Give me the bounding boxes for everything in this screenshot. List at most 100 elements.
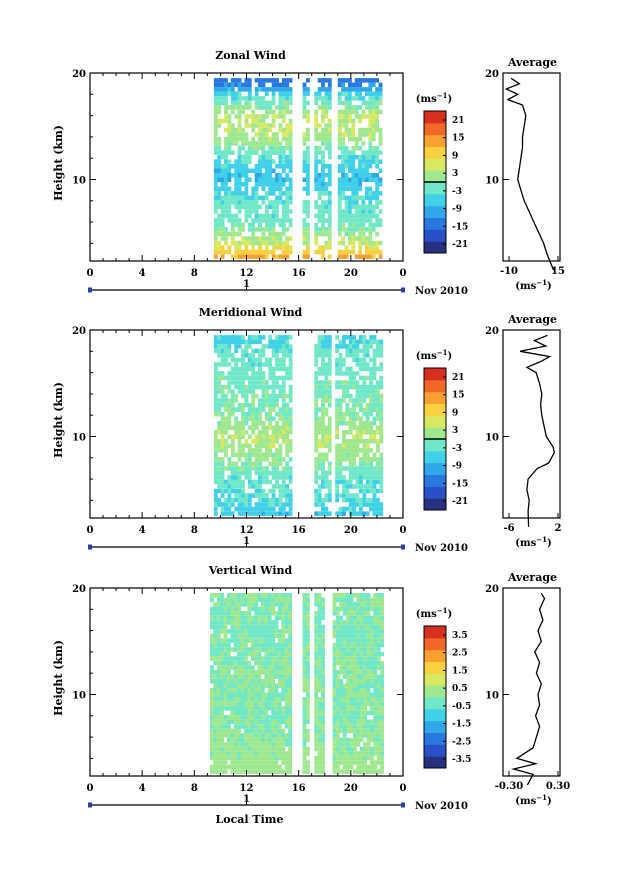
meridional-cell: [285, 466, 290, 471]
meridional-cell: [268, 497, 273, 503]
zonal-cell: [247, 150, 252, 155]
meridional-cell: [335, 484, 339, 489]
vertical-cell: [306, 642, 310, 648]
vertical-cell: [223, 715, 228, 720]
meridional-cell: [376, 430, 380, 435]
meridional-cell: [224, 511, 228, 516]
vertical-cell: [230, 733, 235, 738]
vertical-cell: [216, 660, 221, 666]
meridional-cell: [359, 430, 363, 435]
vertical-cell: [370, 769, 374, 774]
zonal-cell: [351, 249, 356, 255]
meridional-cell: [241, 506, 245, 512]
zonal-cell: [321, 222, 325, 228]
vertical-cell: [216, 764, 221, 770]
vertical-cell: [317, 742, 322, 747]
vertical-cell: [380, 679, 384, 684]
meridional-cell: [224, 407, 228, 412]
vertical-cell: [366, 688, 371, 693]
vertical-cell: [302, 733, 307, 738]
meridional-cell: [314, 470, 319, 476]
vertical-cell: [373, 683, 378, 688]
meridional-cell: [261, 466, 266, 471]
meridional-cell: [365, 466, 370, 471]
vertical-cell: [284, 719, 289, 725]
meridional-cell: [348, 466, 353, 471]
zonal-cell: [306, 173, 310, 178]
meridional-cell: [362, 380, 367, 385]
vertical-cell: [271, 660, 275, 666]
meridional-cell: [288, 362, 293, 367]
zonal-cell: [348, 195, 352, 201]
meridional-cell: [234, 484, 239, 489]
vertical-cell: [244, 638, 248, 643]
meridional-cell: [237, 497, 242, 503]
zonal-cell: [288, 222, 293, 228]
meridional-cell: [365, 511, 370, 516]
meridional-cell: [281, 339, 286, 345]
vertical-cell: [359, 593, 364, 598]
meridional-cell: [264, 511, 269, 516]
zonal-cell: [220, 100, 225, 106]
vertical-cell: [363, 728, 367, 734]
meridional-cell: [372, 434, 377, 439]
zonal-cell: [220, 245, 225, 250]
vertical-cell: [240, 737, 245, 743]
meridional-cell: [213, 430, 218, 435]
zonal-cell: [224, 213, 228, 219]
meridional-cell: [234, 434, 239, 439]
zonal-cell: [234, 114, 239, 119]
vertical-cell: [278, 674, 282, 679]
zonal-cell: [302, 200, 307, 205]
meridional-cell: [244, 452, 249, 458]
meridional-cell: [355, 348, 360, 354]
vertical-cell: [244, 624, 248, 630]
zonal-cell: [237, 109, 242, 115]
vertical-cell: [356, 606, 361, 612]
vertical-cell: [317, 724, 322, 729]
meridional-cell: [365, 430, 370, 435]
zonal-cell: [244, 200, 249, 205]
zonal-cell: [264, 91, 269, 97]
vertical-cell: [380, 769, 384, 774]
meridional-cell: [345, 466, 350, 471]
meridional-cell: [362, 348, 367, 354]
vertical-cell: [349, 629, 354, 634]
vertical-cell: [306, 660, 310, 666]
zonal-cell: [341, 109, 345, 115]
zonal-cell: [344, 154, 349, 160]
meridional-cell: [258, 484, 262, 489]
zonal-cell: [324, 123, 329, 128]
zonal-cell: [378, 249, 383, 255]
zonal-cell: [247, 105, 252, 110]
vertical-cell: [306, 602, 310, 607]
meridional-cell: [342, 389, 346, 394]
zonal-cell: [213, 96, 218, 101]
vertical-cell: [332, 651, 337, 657]
zonal-cell: [365, 150, 369, 155]
vertical-cell: [366, 764, 371, 770]
zonal-cell: [314, 123, 319, 128]
vertical-cell: [257, 629, 262, 634]
meridional-cell: [285, 461, 290, 467]
zonal-cell: [244, 245, 249, 250]
vertical-cell: [363, 697, 367, 702]
vertical-cell: [233, 669, 238, 675]
vertical-cell: [346, 629, 350, 634]
zonal-cell: [251, 195, 256, 201]
meridional-cell: [324, 452, 329, 458]
vertical-cell: [274, 769, 279, 774]
zonal-cell: [271, 100, 276, 106]
meridional-cell: [275, 448, 279, 453]
meridional-average-xtick-label: -6: [503, 523, 514, 534]
zonal-cell: [375, 182, 379, 187]
zonal-cell: [371, 195, 376, 201]
vertical-cell: [302, 679, 307, 684]
vertical-cell: [380, 620, 384, 625]
zonal-cell: [268, 218, 273, 223]
zonal-cell: [354, 254, 359, 259]
zonal-cell: [244, 100, 249, 106]
meridional-cell: [345, 353, 350, 358]
vertical-cell: [247, 751, 252, 756]
meridional-cell: [365, 339, 370, 345]
